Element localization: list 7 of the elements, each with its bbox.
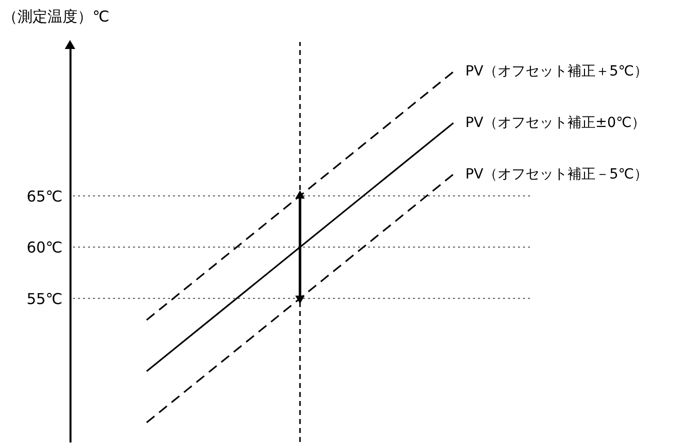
- series-label: PV（オフセット補正＋5℃）: [465, 64, 648, 80]
- y-tick-label: 65℃: [26, 187, 62, 206]
- y-axis-title: （測定温度）℃: [2, 8, 110, 26]
- series-label: PV（オフセット補正±0℃）: [465, 115, 646, 132]
- series-label: PV（オフセット補正－5℃）: [465, 166, 648, 182]
- y-tick-label: 60℃: [26, 238, 62, 257]
- y-tick-label: 55℃: [26, 290, 62, 308]
